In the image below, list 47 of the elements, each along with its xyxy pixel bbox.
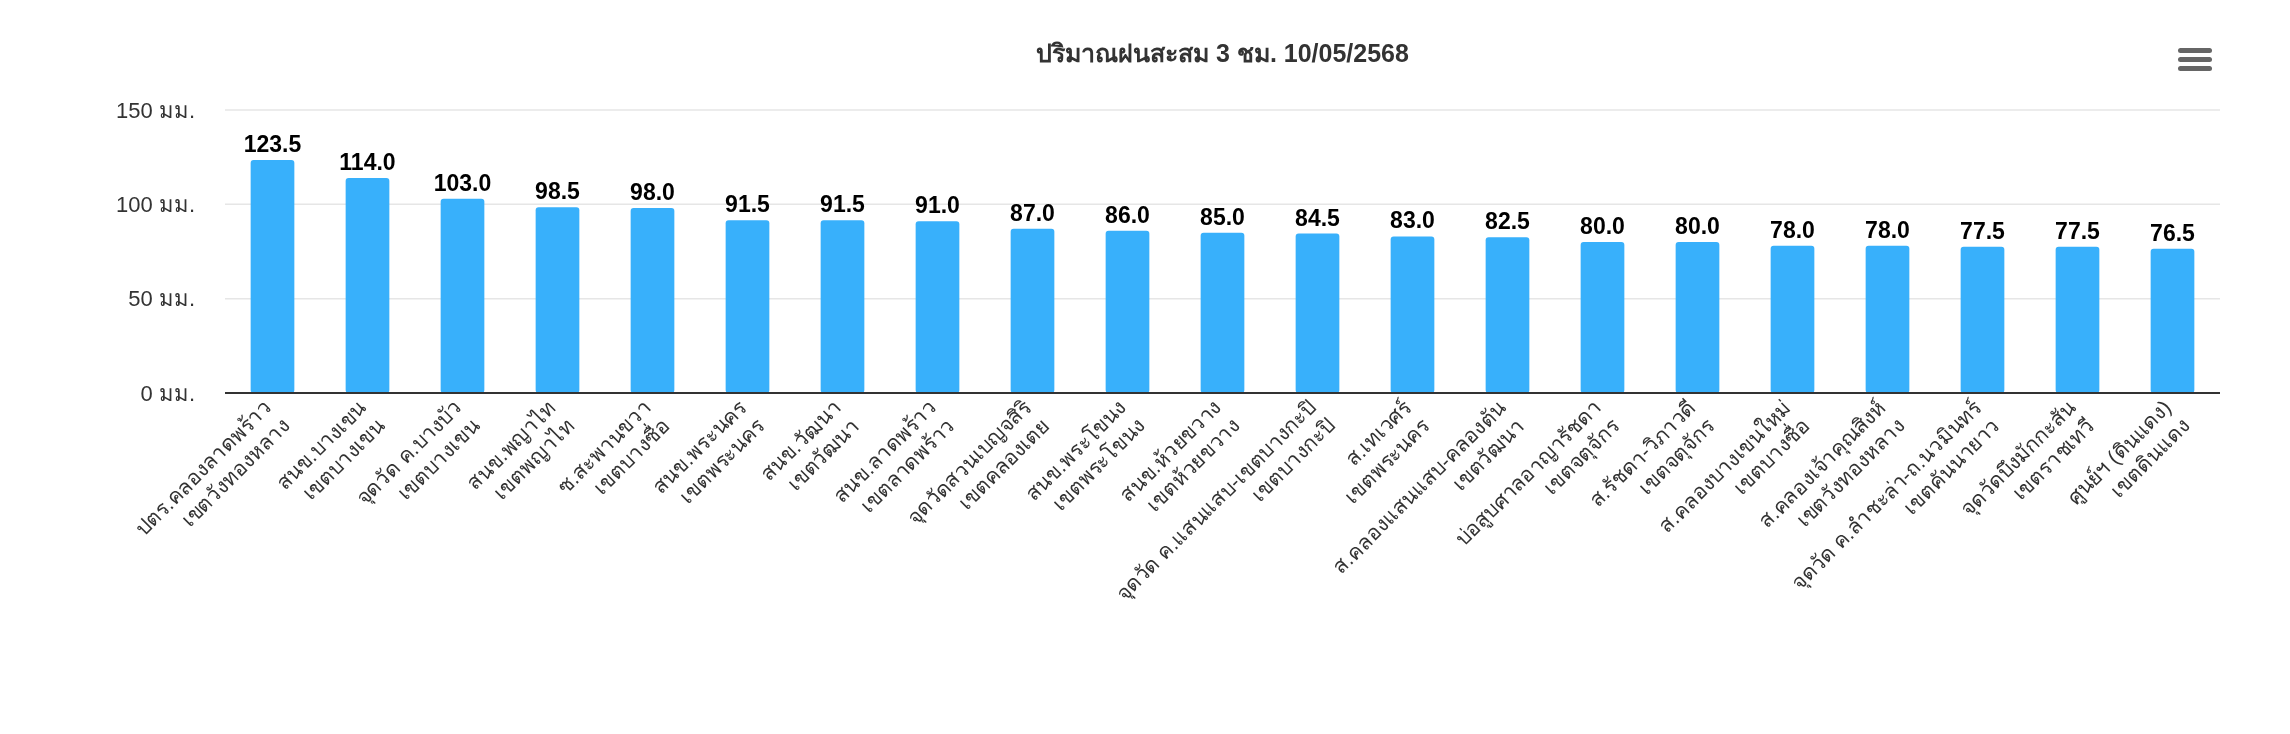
y-tick-label: 150 มม. — [116, 97, 195, 123]
data-label: 85.0 — [1200, 203, 1245, 230]
bar — [1105, 230, 1150, 393]
data-label: 84.5 — [1295, 204, 1341, 231]
data-label: 98.0 — [630, 179, 675, 206]
bar — [1675, 242, 1720, 393]
data-label: 114.0 — [339, 148, 396, 175]
data-label: 80.0 — [1675, 213, 1720, 240]
bar — [345, 177, 390, 393]
y-tick-label: 100 มม. — [116, 192, 195, 218]
bar — [725, 220, 770, 393]
y-tick-label: 50 มม. — [128, 286, 195, 312]
bar — [1295, 233, 1340, 393]
bar — [1200, 232, 1245, 393]
data-label: 87.0 — [1010, 199, 1055, 226]
data-label: 83.0 — [1390, 207, 1435, 234]
bar — [535, 207, 580, 393]
bar — [630, 208, 675, 393]
bar — [915, 221, 960, 393]
data-label: 98.5 — [535, 178, 581, 205]
bar — [1010, 228, 1055, 393]
data-label: 86.0 — [1105, 201, 1150, 228]
data-label: 80.0 — [1580, 213, 1625, 240]
data-label: 78.0 — [1865, 216, 1910, 243]
bar — [1580, 242, 1625, 393]
data-label: 91.5 — [820, 191, 866, 218]
data-label: 77.5 — [1960, 217, 2006, 244]
chart-title: ปริมาณฝนสะสม 3 ชม. 10/05/2568 — [1036, 39, 1409, 67]
data-label: 82.5 — [1485, 208, 1531, 235]
bar — [440, 198, 485, 393]
data-label: 77.5 — [2055, 217, 2101, 244]
data-label: 78.0 — [1770, 216, 1815, 243]
bar — [250, 160, 295, 393]
bar — [2150, 248, 2195, 393]
data-label: 123.5 — [243, 131, 302, 157]
bar — [1960, 246, 2005, 393]
bar — [820, 220, 865, 393]
data-label: 103.0 — [433, 169, 492, 196]
bar — [1770, 245, 1815, 393]
y-tick-label: 0 มม. — [140, 380, 195, 406]
bar — [2055, 246, 2100, 393]
data-label: 91.0 — [915, 192, 960, 219]
data-label: 76.5 — [2150, 219, 2196, 246]
data-label: 91.5 — [725, 191, 771, 218]
bar — [1485, 237, 1530, 393]
bar — [1390, 236, 1435, 393]
bar — [1865, 245, 1910, 393]
